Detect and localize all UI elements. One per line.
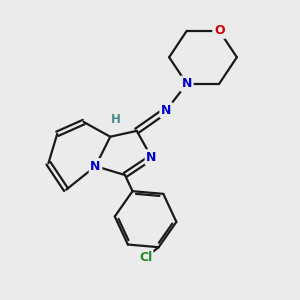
Text: O: O — [214, 24, 224, 37]
Text: N: N — [146, 151, 157, 164]
Text: H: H — [111, 112, 121, 126]
Text: Cl: Cl — [139, 251, 152, 264]
Text: N: N — [161, 104, 171, 117]
Text: N: N — [90, 160, 101, 173]
Text: N: N — [182, 77, 192, 90]
